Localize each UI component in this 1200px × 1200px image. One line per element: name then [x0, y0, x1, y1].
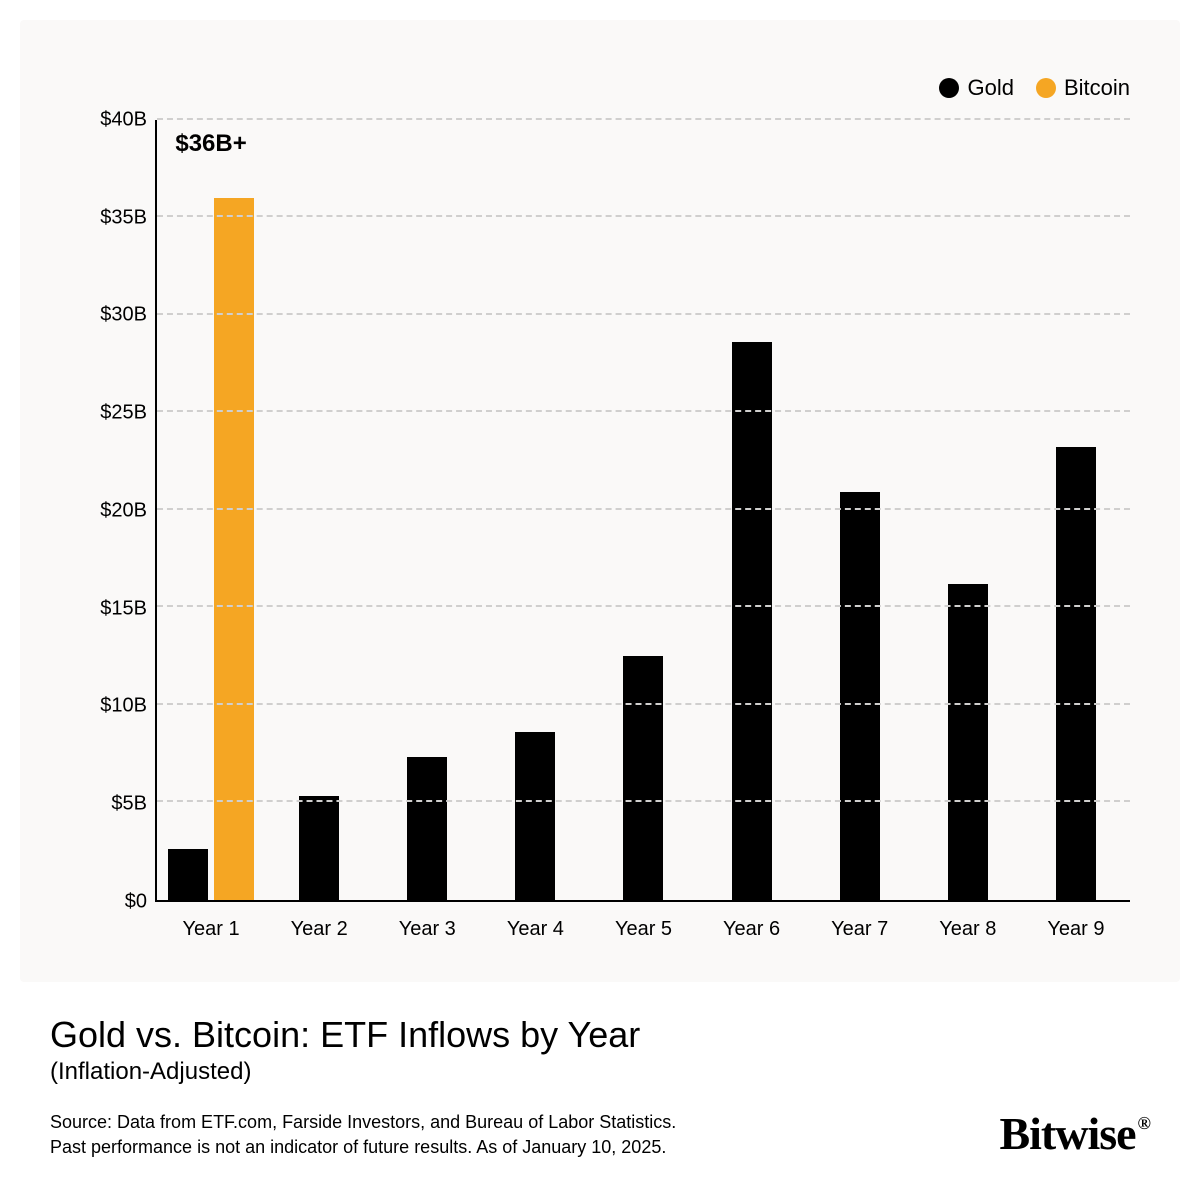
grid-line [157, 215, 1130, 217]
x-axis-label: Year 7 [831, 900, 888, 941]
bar-annotation: $36B+ [175, 130, 246, 164]
brand-logo: Bitwise® [999, 1107, 1150, 1160]
legend-label-bitcoin: Bitcoin [1064, 75, 1130, 101]
y-axis-label: $30B [75, 304, 147, 327]
x-axis-label: Year 6 [723, 900, 780, 941]
chart-subtitle: (Inflation-Adjusted) [50, 1058, 676, 1086]
legend-item-gold: Gold [939, 75, 1013, 101]
grid-line [157, 800, 1130, 802]
source-line-1: Source: Data from ETF.com, Farside Inves… [50, 1110, 676, 1135]
x-axis-label: Year 4 [507, 900, 564, 941]
legend-item-bitcoin: Bitcoin [1036, 75, 1130, 101]
footer: Gold vs. Bitcoin: ETF Inflows by Year (I… [20, 982, 1180, 1170]
plot: $36B+Year 1Year 2Year 3Year 4Year 5Year … [155, 120, 1130, 902]
brand-name: Bitwise [999, 1107, 1135, 1160]
x-axis-label: Year 5 [615, 900, 672, 941]
legend-dot-bitcoin [1036, 78, 1056, 98]
y-axis-label: $35B [75, 206, 147, 229]
bar-bitcoin [214, 198, 254, 900]
grid-line [157, 313, 1130, 315]
y-axis-label: $0 [75, 890, 147, 913]
bar-gold [840, 492, 880, 899]
chart-title: Gold vs. Bitcoin: ETF Inflows by Year [50, 1014, 676, 1056]
y-axis-label: $40B [75, 109, 147, 132]
x-axis-label: Year 2 [291, 900, 348, 941]
brand-mark: ® [1138, 1113, 1150, 1134]
bar-group: Year 8 [914, 120, 1022, 900]
grid-line [157, 410, 1130, 412]
y-axis-label: $25B [75, 402, 147, 425]
page: Gold Bitcoin $36B+Year 1Year 2Year 3Year… [0, 0, 1200, 1200]
legend: Gold Bitcoin [939, 75, 1130, 101]
bar-group: Year 7 [806, 120, 914, 900]
legend-label-gold: Gold [967, 75, 1013, 101]
grid-line [157, 605, 1130, 607]
chart-panel: Gold Bitcoin $36B+Year 1Year 2Year 3Year… [20, 20, 1180, 982]
bar-group: $36B+Year 1 [157, 120, 265, 900]
grid-line [157, 508, 1130, 510]
bar-gold [407, 757, 447, 899]
bar-gold [515, 732, 555, 900]
legend-dot-gold [939, 78, 959, 98]
grid-line [157, 118, 1130, 120]
bar-group: Year 4 [481, 120, 589, 900]
grid-line [157, 703, 1130, 705]
bar-group: Year 6 [698, 120, 806, 900]
bar-group: Year 2 [265, 120, 373, 900]
x-axis-label: Year 9 [1047, 900, 1104, 941]
bar-group: Year 9 [1022, 120, 1130, 900]
bar-group: Year 5 [589, 120, 697, 900]
bar-gold [299, 796, 339, 899]
bar-group: Year 3 [373, 120, 481, 900]
x-axis-label: Year 8 [939, 900, 996, 941]
y-axis-label: $5B [75, 792, 147, 815]
x-axis-label: Year 3 [399, 900, 456, 941]
y-axis-label: $15B [75, 597, 147, 620]
x-axis-label: Year 1 [183, 900, 240, 941]
bars-container: $36B+Year 1Year 2Year 3Year 4Year 5Year … [157, 120, 1130, 900]
source-line-2: Past performance is not an indicator of … [50, 1135, 676, 1160]
bar-gold [168, 849, 208, 900]
plot-area: $36B+Year 1Year 2Year 3Year 4Year 5Year … [75, 120, 1130, 902]
y-axis-label: $20B [75, 499, 147, 522]
bar-gold [623, 656, 663, 900]
bar-gold [948, 584, 988, 900]
y-axis-label: $10B [75, 695, 147, 718]
bar-gold [1056, 447, 1096, 899]
footer-text: Gold vs. Bitcoin: ETF Inflows by Year (I… [50, 1014, 676, 1160]
bar-gold [732, 342, 772, 899]
